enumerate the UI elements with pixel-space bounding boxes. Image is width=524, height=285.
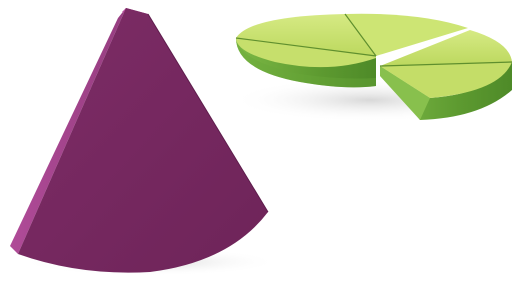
page: (() => { const data = JSON.parse(documen… xyxy=(0,0,524,285)
wedge-front xyxy=(18,8,268,273)
illustration xyxy=(0,0,524,285)
